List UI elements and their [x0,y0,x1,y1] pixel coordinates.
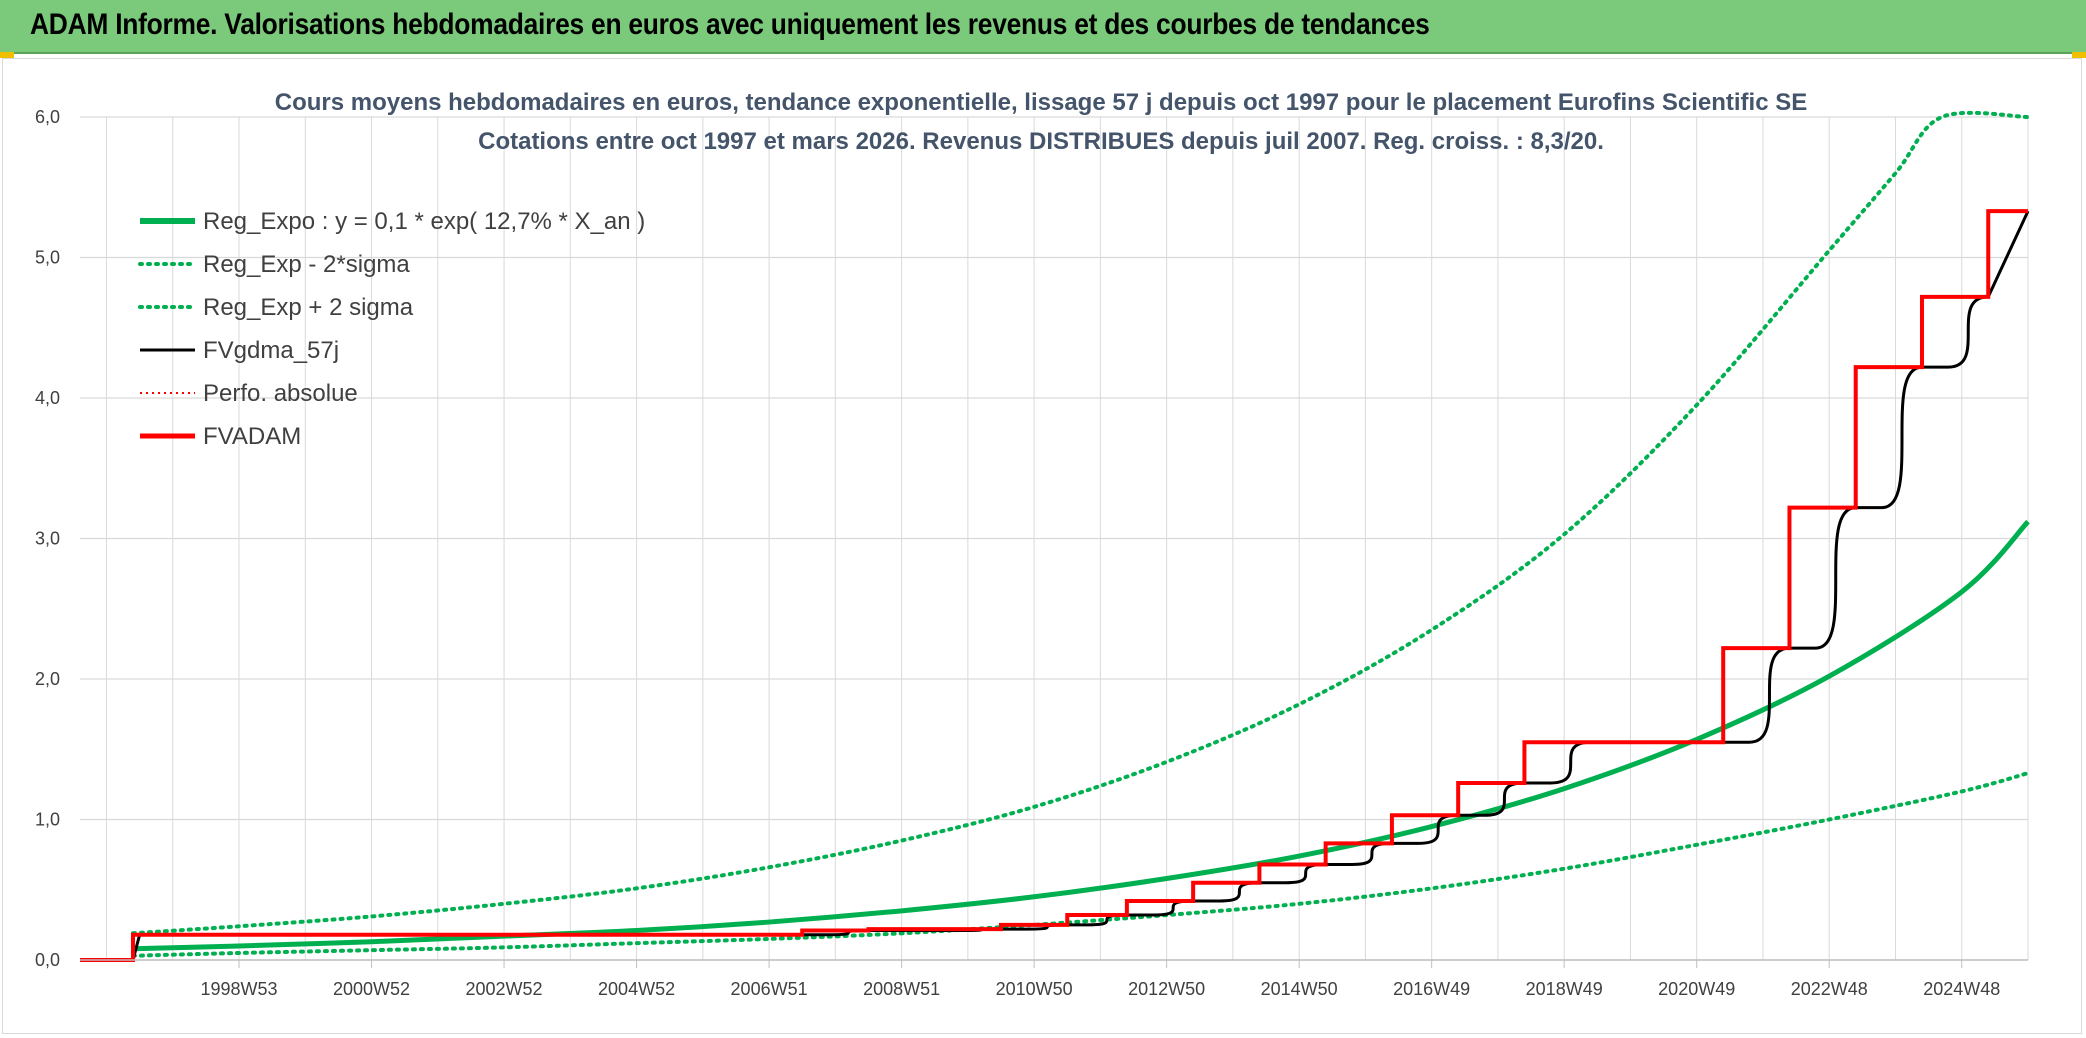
grid [80,116,2029,961]
y-tick-label: 1,0 [35,810,60,830]
y-tick-label: 4,0 [35,388,60,408]
header-bar: ADAM Informe. Valorisations hebdomadaire… [0,0,2086,54]
y-tick-label: 0,0 [35,950,60,970]
legend-label: FVgdma_57j [203,337,339,364]
y-tick-label: 2,0 [35,669,60,689]
series-line-0 [132,519,2030,952]
x-tick-label: 2012W50 [1128,979,1205,999]
series-line-3 [80,210,2030,962]
x-tick-label: 2004W52 [598,979,675,999]
x-tick-label: 2024W48 [1923,979,2000,999]
x-tick-label: 1998W53 [200,979,277,999]
x-tick-label: 2022W48 [1791,979,1868,999]
legend-label: Perfo. absolue [203,380,358,407]
series [80,110,2030,962]
chart-title-line1: Cours moyens hebdomadaires en euros, ten… [275,89,1807,116]
x-tick-label: 2008W51 [863,979,940,999]
y-tick-label: 5,0 [35,248,60,268]
legend: Reg_Expo : y = 0,1 * exp( 12,7% * X_an )… [138,208,645,450]
series-line-1 [131,771,2030,958]
x-tick-label: 2018W49 [1526,979,1603,999]
corner-marker-right [2072,52,2086,58]
x-tick-label: 2010W50 [996,979,1073,999]
legend-label: FVADAM [203,423,301,450]
x-tick-label: 2000W52 [333,979,410,999]
legend-label: Reg_Exp - 2*sigma [203,251,410,278]
chart-title-line2: Cotations entre oct 1997 et mars 2026. R… [478,128,1604,155]
corner-marker-left [0,52,14,58]
page-title: ADAM Informe. Valorisations hebdomadaire… [30,8,1430,41]
legend-label: Reg_Exp + 2 sigma [203,294,414,321]
x-tick-label: 2016W49 [1393,979,1470,999]
x-tick-label: 2006W51 [731,979,808,999]
series-line-5 [80,209,2028,962]
legend-label: Reg_Expo : y = 0,1 * exp( 12,7% * X_an ) [203,208,645,235]
x-tick-label: 2014W50 [1261,979,1338,999]
y-tick-label: 3,0 [35,529,60,549]
x-tick-label: 2020W49 [1658,979,1735,999]
y-tick-label: 6,0 [35,107,60,127]
x-tick-label: 2002W52 [466,979,543,999]
axes: 0,0 1,0 2,0 3,0 4,0 5,0 6,0 1998W53 2000W52 2002W… [35,107,2028,999]
series-line-2 [131,110,2030,936]
chart-frame [2,58,2082,1034]
